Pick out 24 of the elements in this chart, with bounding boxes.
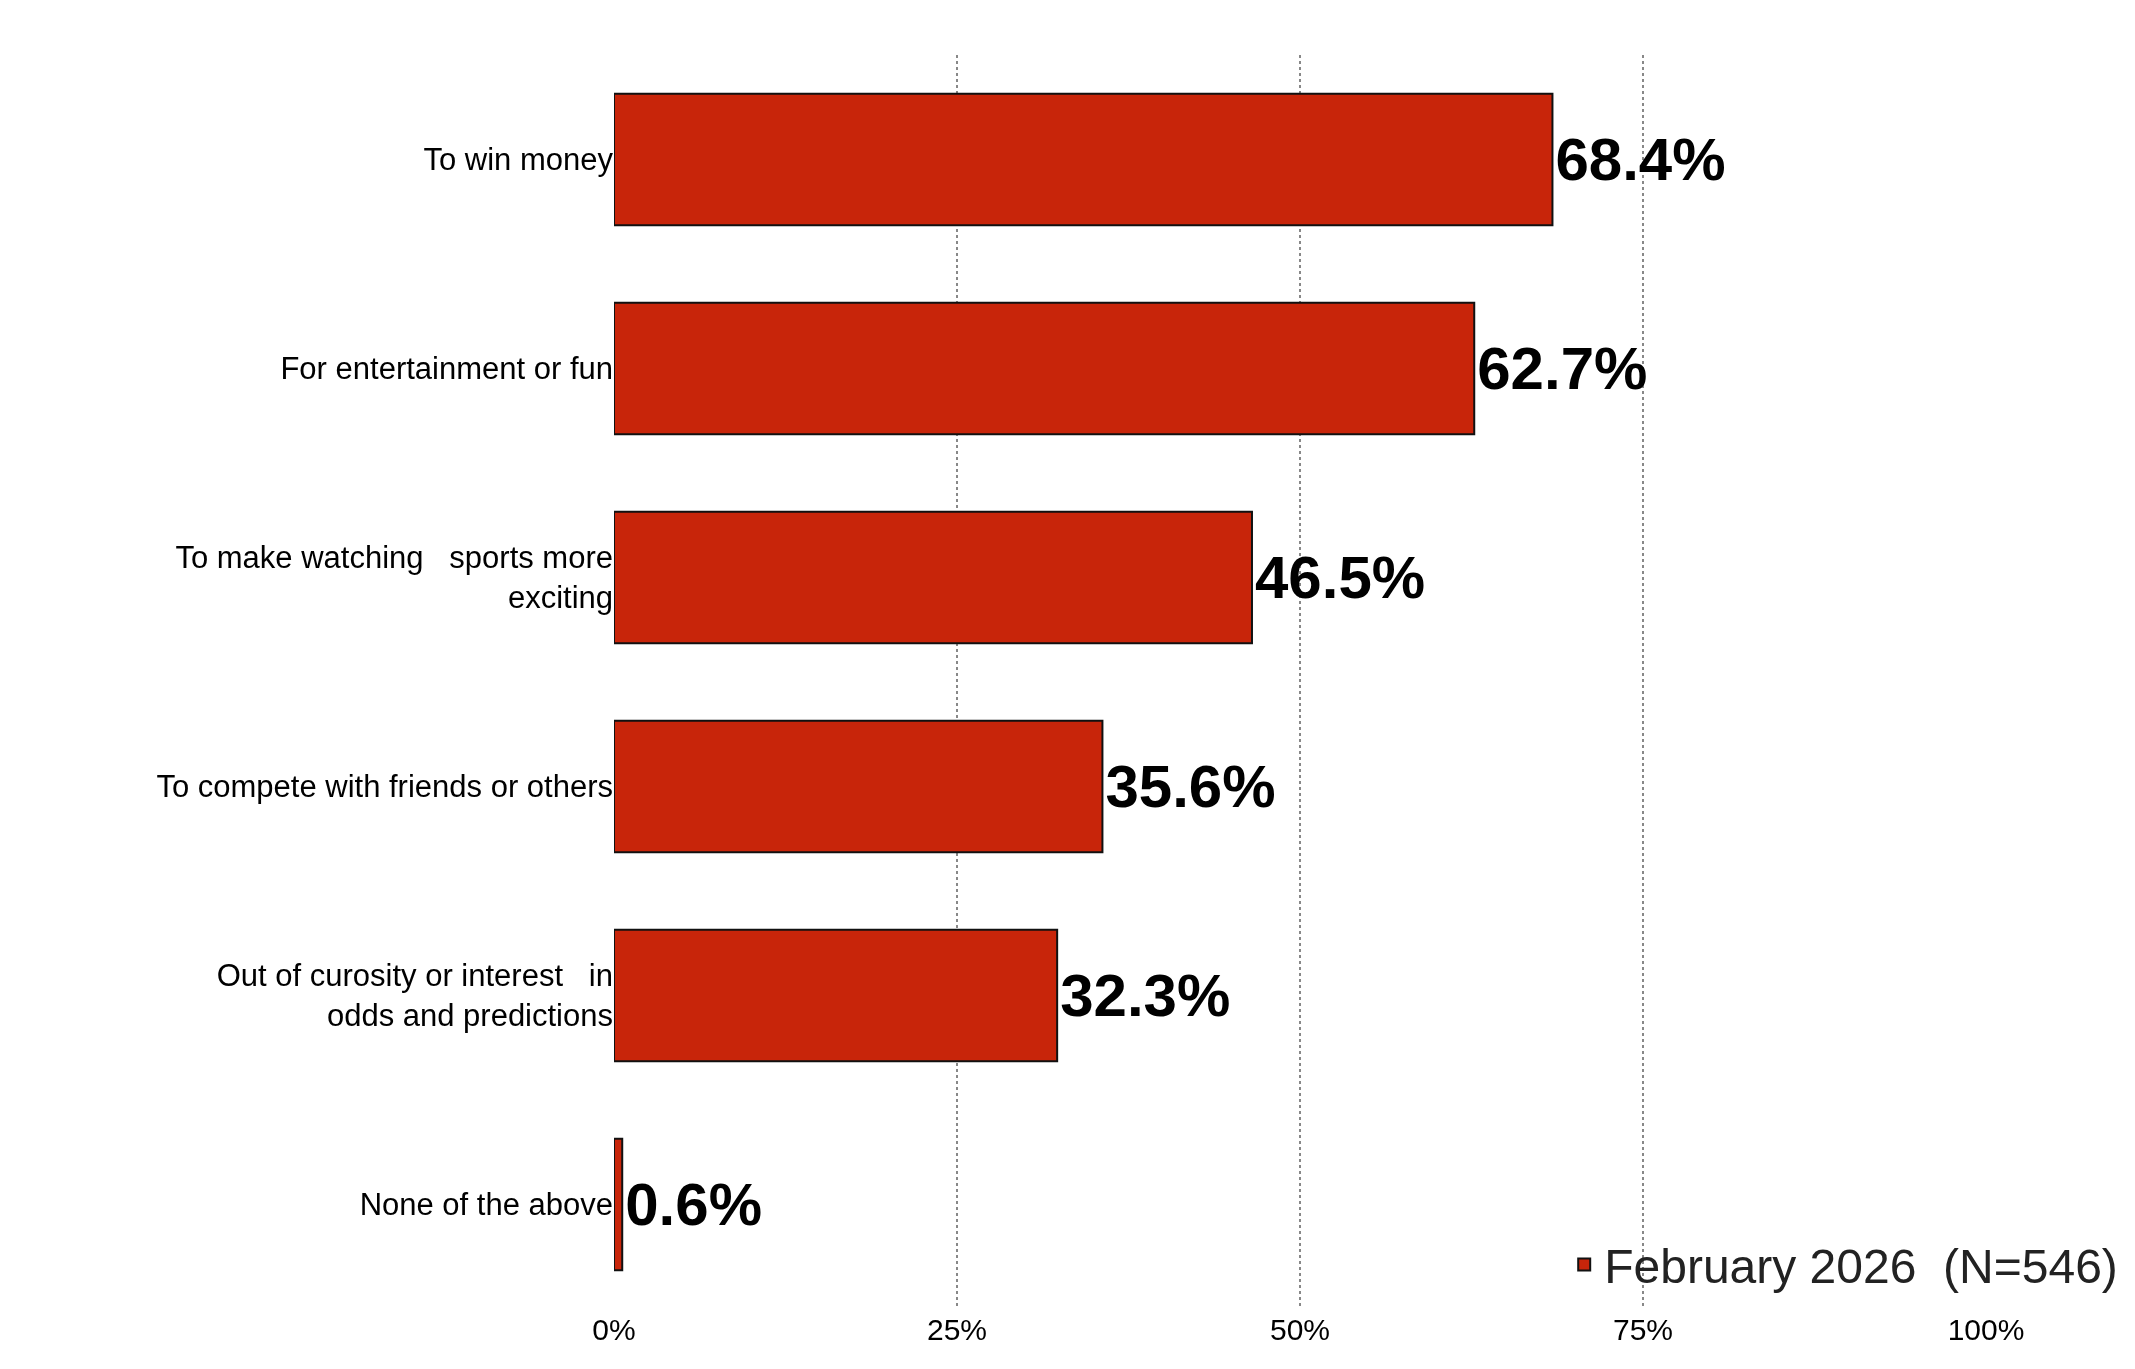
x-tick-label: 50% <box>1269 1313 1331 1346</box>
data-label: 46.5% <box>1254 544 1426 612</box>
bar <box>614 301 1476 436</box>
y-tick-label: To make watching sports more exciting <box>175 540 613 616</box>
y-tick-label: None of the above <box>359 1187 613 1223</box>
data-label: 35.6% <box>1105 753 1276 821</box>
bar <box>614 719 1104 854</box>
x-tick-label: 100% <box>1947 1313 2025 1346</box>
y-tick-label: For entertainment or fun <box>280 351 613 387</box>
bar <box>614 92 1554 227</box>
bar <box>614 1137 624 1272</box>
bar <box>614 510 1253 645</box>
data-label: 0.6% <box>625 1171 762 1238</box>
x-tick-label: 25% <box>926 1313 988 1346</box>
bar <box>614 928 1059 1063</box>
data-label: 62.7% <box>1477 335 1648 403</box>
x-tick-label: 75% <box>1612 1313 1674 1346</box>
y-tick-label: Out of curosity or interest in odds and predictions <box>216 958 613 1034</box>
data-label: 68.4% <box>1555 126 1726 193</box>
y-tick-label: To win money <box>423 142 614 178</box>
data-label: 32.3% <box>1060 962 1231 1030</box>
legend-label: February 2026 (N=546) <box>1604 1240 2118 1294</box>
y-tick-label: To compete with friends or others <box>156 769 613 805</box>
x-tick-label: 0% <box>592 1313 636 1346</box>
